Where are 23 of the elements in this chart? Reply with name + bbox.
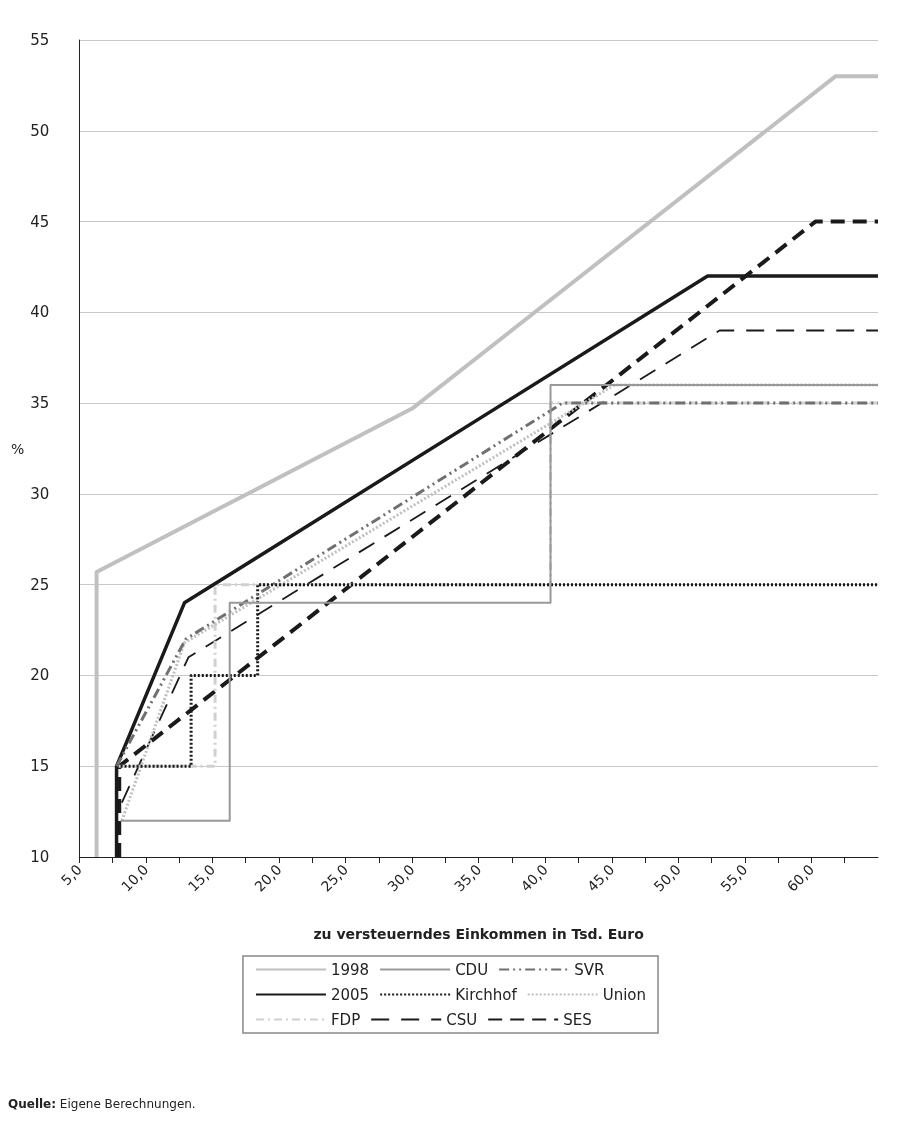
legend-label: FDP xyxy=(330,1010,361,1029)
legend-label: CSU xyxy=(446,1010,478,1029)
legend-label: CDU xyxy=(455,960,489,979)
y-tick-label: 20 xyxy=(30,666,50,685)
legend-label: 2005 xyxy=(330,985,370,1004)
y-axis-title: % xyxy=(10,440,25,457)
legend-label: SVR xyxy=(574,960,605,979)
legend-label: 1998 xyxy=(330,960,370,979)
x-tick-label: 5,0 xyxy=(57,861,85,889)
legend-label: Kirchhof xyxy=(455,985,518,1004)
y-tick-label: 10 xyxy=(30,848,50,866)
legend-label: SES xyxy=(563,1010,592,1029)
legend-label: Union xyxy=(602,985,647,1004)
x-axis-title: zu versteuerndes Einkommen in Tsd. Euro xyxy=(313,926,645,942)
source-note: Quelle: Eigene Berechnungen. xyxy=(8,1097,196,1111)
y-tick-label: 25 xyxy=(30,575,50,594)
y-tick-label: 30 xyxy=(30,484,50,503)
y-tick-label: 45 xyxy=(30,212,50,231)
y-tick-label: 35 xyxy=(30,394,50,413)
y-tick-label: 15 xyxy=(30,757,50,776)
y-tick-label: 50 xyxy=(30,121,50,140)
y-tick-label: 55 xyxy=(30,31,50,49)
y-tick-label: 40 xyxy=(30,303,50,322)
